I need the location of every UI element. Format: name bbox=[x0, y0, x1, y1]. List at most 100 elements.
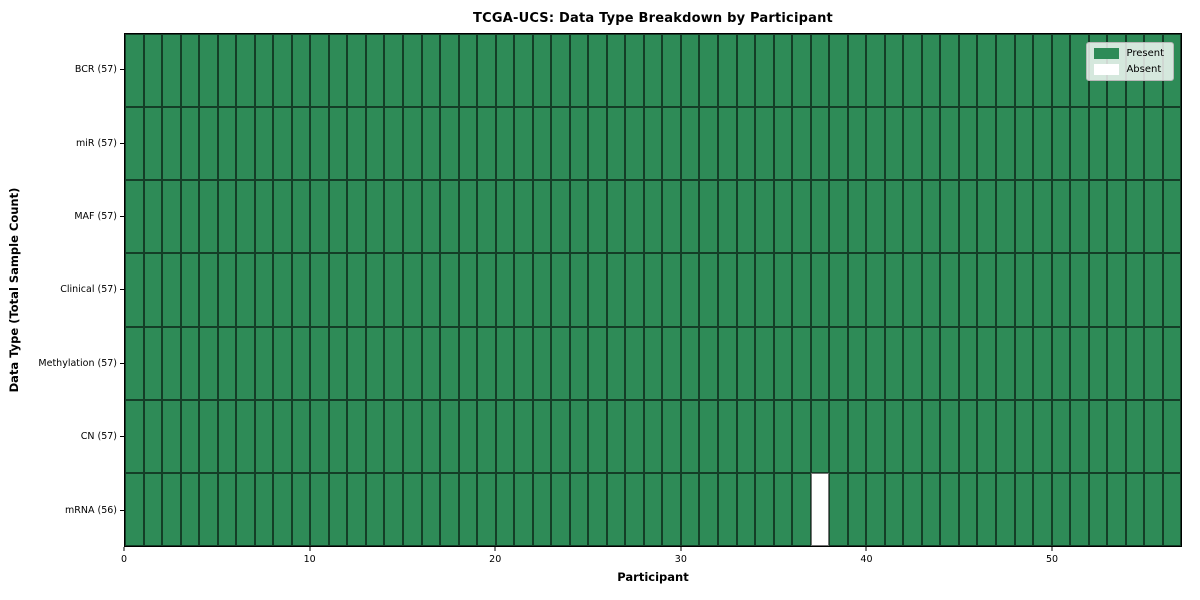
heatmap-cell bbox=[199, 253, 218, 327]
heatmap-cell bbox=[736, 34, 756, 108]
heatmap-cell bbox=[236, 399, 255, 473]
heatmap-cell bbox=[1107, 326, 1126, 400]
heatmap-cell bbox=[1014, 253, 1034, 327]
heatmap-cell bbox=[810, 326, 830, 400]
heatmap-cell bbox=[1125, 180, 1145, 254]
heatmap-cell bbox=[699, 472, 718, 546]
heatmap-cell bbox=[347, 472, 366, 546]
y-tick-label: Clinical (57) bbox=[60, 284, 117, 296]
x-tick-label: 30 bbox=[674, 554, 687, 565]
heatmap-row bbox=[125, 399, 1182, 473]
heatmap-cell bbox=[477, 472, 496, 546]
y-tick: mRNA (56) bbox=[0, 474, 124, 547]
heatmap-cell bbox=[310, 107, 329, 181]
heatmap-cell bbox=[384, 34, 403, 108]
heatmap-cell bbox=[680, 180, 700, 254]
heatmap-cell bbox=[347, 326, 366, 400]
heatmap-cell bbox=[365, 399, 385, 473]
heatmap-cell bbox=[217, 472, 237, 546]
heatmap-cell bbox=[755, 326, 774, 400]
heatmap-cell bbox=[810, 253, 830, 327]
heatmap-cell bbox=[1051, 472, 1071, 546]
heatmap-cell bbox=[180, 399, 200, 473]
heatmap-cell bbox=[977, 326, 996, 400]
heatmap-cell bbox=[162, 472, 181, 546]
heatmap-cell bbox=[829, 180, 848, 254]
heatmap-cell bbox=[588, 34, 607, 108]
heatmap-cell bbox=[1070, 326, 1089, 400]
heatmap-cell bbox=[1162, 253, 1182, 327]
heatmap-cell bbox=[625, 107, 644, 181]
heatmap-cell bbox=[551, 399, 570, 473]
heatmap-cell bbox=[532, 180, 552, 254]
heatmap-cell bbox=[829, 399, 848, 473]
heatmap-cell bbox=[643, 399, 663, 473]
heatmap-cell bbox=[792, 472, 811, 546]
heatmap-cell bbox=[995, 180, 1015, 254]
heatmap-cell bbox=[384, 107, 403, 181]
heatmap-cell bbox=[1014, 107, 1034, 181]
heatmap-cell bbox=[569, 326, 589, 400]
heatmap-grid bbox=[125, 34, 1182, 546]
heatmap-cell bbox=[328, 253, 348, 327]
heatmap-cell bbox=[514, 180, 533, 254]
heatmap-cell bbox=[884, 107, 904, 181]
heatmap-cell bbox=[477, 180, 496, 254]
heatmap-cell bbox=[421, 326, 441, 400]
heatmap-cell bbox=[199, 472, 218, 546]
heatmap-cell bbox=[718, 107, 737, 181]
heatmap-cell bbox=[1088, 326, 1108, 400]
heatmap-cell bbox=[958, 180, 978, 254]
heatmap-cell bbox=[643, 472, 663, 546]
heatmap-cell bbox=[662, 180, 681, 254]
heatmap-cell bbox=[866, 472, 885, 546]
heatmap-cell bbox=[180, 107, 200, 181]
heatmap-cell bbox=[940, 472, 959, 546]
heatmap-cell bbox=[514, 34, 533, 108]
heatmap-cell bbox=[569, 399, 589, 473]
legend-entry-absent: Absent bbox=[1094, 64, 1164, 75]
heatmap-cell bbox=[1070, 253, 1089, 327]
heatmap-cell bbox=[365, 253, 385, 327]
heatmap-cell bbox=[532, 326, 552, 400]
heatmap-cell bbox=[162, 107, 181, 181]
heatmap-cell bbox=[977, 180, 996, 254]
heatmap-cell bbox=[773, 253, 793, 327]
heatmap-cell bbox=[1144, 253, 1163, 327]
heatmap-cell bbox=[180, 472, 200, 546]
heatmap-cell bbox=[903, 107, 922, 181]
heatmap-cell bbox=[199, 326, 218, 400]
heatmap-cell bbox=[662, 472, 681, 546]
heatmap-cell bbox=[662, 107, 681, 181]
heatmap-cell bbox=[625, 472, 644, 546]
heatmap-cell bbox=[1088, 180, 1108, 254]
heatmap-cell bbox=[792, 34, 811, 108]
heatmap-cell bbox=[310, 472, 329, 546]
heatmap-cell bbox=[884, 253, 904, 327]
heatmap-cell bbox=[551, 326, 570, 400]
heatmap-cell bbox=[1162, 326, 1182, 400]
y-tick-mark bbox=[120, 289, 124, 291]
y-tick-mark bbox=[120, 216, 124, 218]
heatmap-cell bbox=[625, 326, 644, 400]
heatmap-cell bbox=[773, 399, 793, 473]
y-tick: miR (57) bbox=[0, 106, 124, 179]
heatmap-cell bbox=[588, 326, 607, 400]
x-tick-label: 20 bbox=[489, 554, 502, 565]
heatmap-cell bbox=[866, 180, 885, 254]
heatmap-cell bbox=[1014, 399, 1034, 473]
heatmap-cell bbox=[736, 472, 756, 546]
heatmap-cell bbox=[810, 34, 830, 108]
heatmap-cell bbox=[1070, 107, 1089, 181]
heatmap-cell bbox=[514, 472, 533, 546]
heatmap-cell bbox=[958, 472, 978, 546]
y-tick-mark bbox=[120, 69, 124, 71]
heatmap-cell bbox=[310, 326, 329, 400]
y-tick: Methylation (57) bbox=[0, 327, 124, 400]
heatmap-cell bbox=[1033, 180, 1052, 254]
heatmap-cell bbox=[755, 472, 774, 546]
heatmap-cell bbox=[680, 107, 700, 181]
heatmap-cell bbox=[402, 180, 422, 254]
heatmap-cell bbox=[347, 107, 366, 181]
